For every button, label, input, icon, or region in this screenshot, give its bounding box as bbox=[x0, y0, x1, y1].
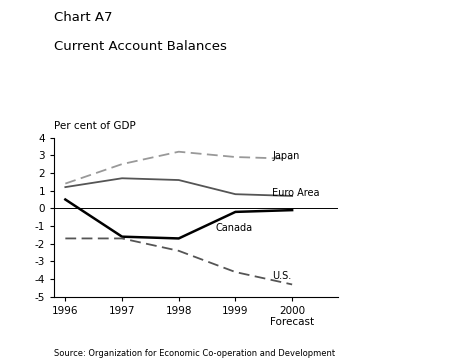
Text: Per cent of GDP: Per cent of GDP bbox=[54, 121, 136, 131]
Text: Source: Organization for Economic Co-operation and Development: Source: Organization for Economic Co-ope… bbox=[54, 349, 335, 358]
Text: Euro Area: Euro Area bbox=[272, 188, 320, 198]
Text: Japan: Japan bbox=[272, 151, 300, 161]
Text: Chart A7: Chart A7 bbox=[54, 11, 112, 24]
Text: U.S.: U.S. bbox=[272, 271, 292, 281]
Text: Canada: Canada bbox=[216, 223, 253, 233]
Text: Current Account Balances: Current Account Balances bbox=[54, 40, 227, 53]
